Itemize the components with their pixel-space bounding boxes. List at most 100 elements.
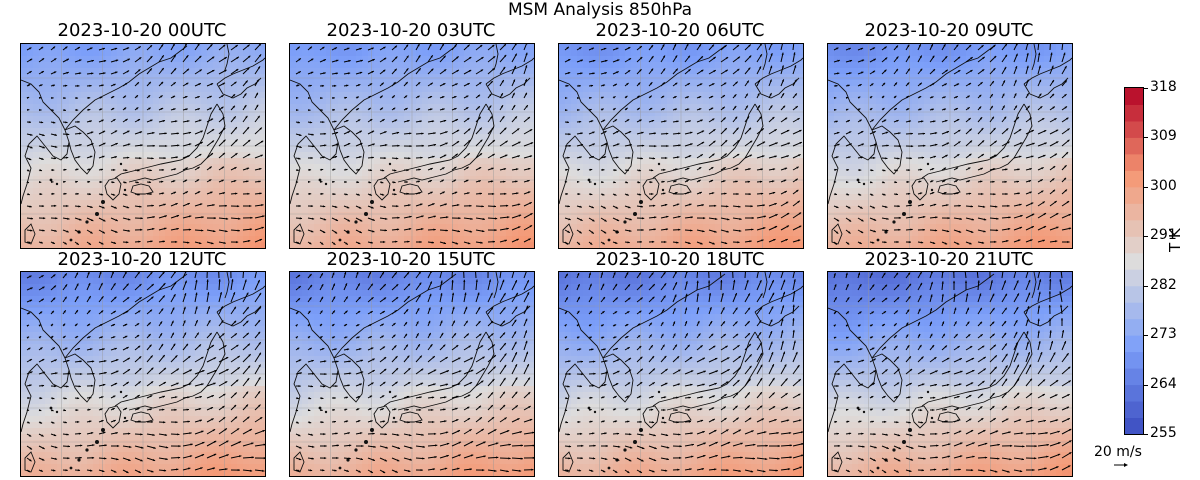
temperature-cell [733,98,740,105]
temperature-cell [338,128,345,135]
wind-arrowhead [417,44,420,47]
wind-arrowhead [512,92,515,96]
temperature-cell [350,128,357,135]
temperature-cell [159,158,166,165]
temperature-cell [344,152,351,159]
temperature-cell [39,134,46,141]
temperature-cell [751,80,758,87]
temperature-cell [392,62,399,69]
temperature-cell [147,122,154,129]
temperature-cell [326,98,333,105]
temperature-cell [93,116,100,123]
temperature-cell [27,116,34,123]
temperature-cell [290,122,297,129]
temperature-cell [404,188,411,195]
temperature-cell [757,104,764,111]
temperature-cell [398,146,405,153]
temperature-cell [27,170,34,177]
temperature-cell [518,98,525,105]
temperature-cell [207,50,214,57]
temperature-cell [344,128,351,135]
temperature-cell [338,80,345,87]
temperature-cell [733,116,740,123]
wind-arrowhead [150,119,153,122]
temperature-cell [685,86,692,93]
wind-arrowhead [505,204,509,207]
temperature-cell [434,170,441,177]
temperature-cell [141,194,148,201]
wind-arrowhead [63,96,66,100]
temperature-cell [183,92,190,99]
temperature-cell [135,206,142,213]
temperature-cell [159,128,166,135]
temperature-cell [404,50,411,57]
temperature-cell [679,128,686,135]
temperature-cell [488,218,495,225]
temperature-cell [787,74,794,81]
temperature-cell [793,134,800,141]
wind-arrowhead [320,242,324,245]
wind-arrowhead [381,82,384,85]
temperature-cell [356,152,363,159]
temperature-cell [655,110,662,117]
temperature-cell [147,158,154,165]
temperature-cell [111,116,118,123]
temperature-cell [344,98,351,105]
temperature-cell [308,86,315,93]
wind-arrowhead [148,81,151,85]
temperature-cell [314,200,321,207]
temperature-cell [751,68,758,75]
temperature-cell [470,134,477,141]
temperature-cell [51,140,58,147]
temperature-cell [601,92,608,99]
temperature-cell [362,74,369,81]
temperature-cell [183,206,190,213]
temperature-cell [105,188,112,195]
temperature-cell [171,62,178,69]
temperature-cell [249,188,256,195]
temperature-cell [225,158,232,165]
temperature-cell [589,140,596,147]
temperature-cell [45,212,52,219]
temperature-cell [386,140,393,147]
temperature-cell [386,146,393,153]
temperature-cell [237,164,244,171]
temperature-cell [225,50,232,57]
temperature-cell [45,68,52,75]
wind-arrowhead [175,203,178,206]
temperature-cell [159,140,166,147]
temperature-cell [679,62,686,69]
temperature-cell [577,110,584,117]
temperature-cell [559,152,566,159]
temperature-cell [207,104,214,111]
temperature-cell [225,224,232,231]
temperature-cell [207,68,214,75]
temperature-cell [362,188,369,195]
temperature-cell [21,74,28,81]
temperature-cell [631,128,638,135]
temperature-cell [308,92,315,99]
temperature-cell [374,134,381,141]
temperature-cell [727,140,734,147]
temperature-cell [261,134,265,141]
temperature-cell [727,68,734,75]
temperature-cell [787,122,794,129]
wind-arrowhead [433,143,437,146]
temperature-cell [135,104,142,111]
temperature-cell [470,122,477,129]
wind-arrowhead [409,215,412,218]
temperature-cell [404,44,411,51]
wind-arrowhead [111,96,115,99]
temperature-cell [63,116,70,123]
wind-arrowhead [42,133,45,137]
temperature-cell [45,164,52,171]
temperature-cell [595,146,602,153]
wind-arrowhead [64,242,67,245]
temperature-cell [141,92,148,99]
temperature-cell [189,206,196,213]
temperature-cell [428,182,435,189]
temperature-cell [458,122,465,129]
temperature-cell [296,128,303,135]
temperature-cell [201,92,208,99]
temperature-cell [27,110,34,117]
